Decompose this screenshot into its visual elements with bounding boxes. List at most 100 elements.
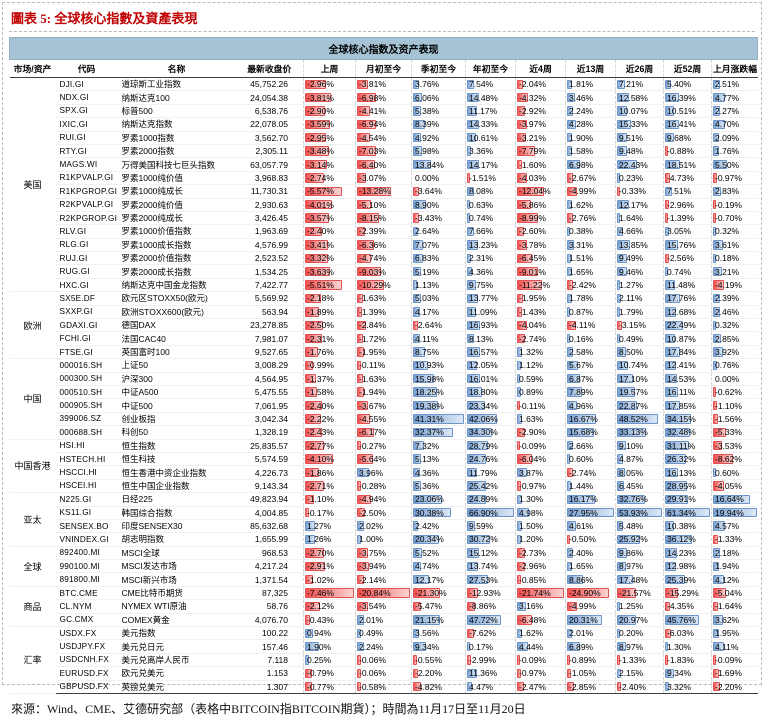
pct-value: -5.57%	[307, 186, 334, 197]
pct-cell: 11.79%	[465, 465, 516, 480]
data-bar	[413, 400, 438, 411]
ticker-code: RUG.GI	[55, 264, 118, 279]
data-bar	[617, 615, 636, 625]
pct-cell: 1.12%	[515, 358, 566, 373]
data-bar	[467, 534, 490, 545]
data-bar	[517, 360, 522, 371]
pct-cell: 0.25%	[303, 653, 356, 668]
pct-cell: -0.97%	[515, 666, 566, 681]
table-row: HSCCI.HI 恒生香港中资企业指数 4,226.73 -1.86% 3.96% 4.3…	[10, 465, 758, 480]
pct-value: 0.74%	[469, 213, 494, 224]
pct-cell: 12.58%	[615, 90, 664, 105]
pct-value: -3.21%	[519, 132, 546, 143]
column-header-row: 市场/资产 代码 名称 最新收盘价 上周 月初至今 季初至今 年初至今 近4周 近13周 近26周近…	[9, 59, 758, 78]
pct-cell: -4.32%	[515, 90, 566, 105]
data-bar	[305, 79, 326, 89]
data-bar	[567, 481, 572, 491]
data-bar	[357, 159, 375, 170]
latest-close: 7,981.07	[235, 331, 304, 346]
index-name: 恒生指数	[117, 438, 236, 453]
pct-cell: 19.38%	[411, 398, 466, 413]
pct-value: 2.27%	[715, 105, 740, 116]
data-bar	[567, 454, 571, 464]
pct-cell: -1.33%	[615, 653, 664, 668]
data-bar	[305, 333, 322, 344]
data-bar	[467, 574, 488, 585]
pct-cell: -1.39%	[663, 211, 712, 226]
pct-value: 7.21%	[619, 79, 644, 90]
pct-value: 27.53%	[469, 574, 498, 585]
pct-value: 3.16%	[519, 601, 544, 612]
pct-value: -3.67%	[359, 400, 386, 411]
data-bar	[617, 307, 621, 317]
latest-close: 63,057.79	[235, 157, 304, 172]
pct-cell: -6.40%	[355, 157, 412, 172]
pct-cell: -3.41%	[303, 238, 356, 253]
data-bar	[305, 467, 319, 478]
pct-value: 16.39%	[667, 92, 696, 103]
data-bar	[413, 588, 441, 598]
data-bar	[617, 628, 621, 638]
data-bar	[617, 655, 621, 665]
data-bar	[467, 133, 477, 143]
pct-cell: 0.94%	[303, 626, 356, 641]
pct-cell: 28.95%	[663, 479, 712, 494]
pct-cell: 34.15%	[663, 412, 712, 427]
data-bar	[305, 253, 328, 263]
data-bar	[517, 146, 536, 156]
data-bar	[305, 521, 315, 531]
table-row: RLG.GI 罗素1000成长指数 4,576.99 -3.41% -6.36% 7.07…	[10, 238, 758, 253]
pct-value: 2.18%	[715, 547, 740, 558]
pct-cell: -1.95%	[355, 345, 412, 360]
pct-cell: 31.11%	[663, 438, 712, 453]
ticker-code: GC.CMX	[55, 613, 118, 628]
pct-value: -3.43%	[415, 213, 442, 224]
ticker-code: SPX.GI	[55, 104, 118, 119]
data-bar	[665, 159, 681, 170]
data-bar	[665, 280, 676, 290]
data-bar	[665, 146, 669, 156]
data-bar	[467, 253, 471, 263]
data-bar	[467, 186, 475, 197]
pct-value: 42.06%	[469, 413, 498, 424]
pct-cell: 0.63%	[465, 198, 516, 212]
data-bar	[713, 481, 724, 491]
data-bar	[357, 266, 381, 277]
pct-value: 5.67%	[569, 360, 594, 371]
pct-value: 9.10%	[619, 440, 644, 451]
pct-value: -0.50%	[569, 534, 596, 545]
data-bar	[413, 200, 426, 210]
pct-cell: 9.59%	[465, 519, 516, 534]
pct-value: -15.29%	[667, 588, 699, 599]
pct-cell: -5.04%	[711, 585, 758, 601]
pct-cell: 8.13%	[465, 331, 516, 346]
pct-value: 17.84%	[667, 347, 696, 357]
pct-value: 25.39%	[667, 574, 696, 585]
pct-cell: -5.86%	[515, 198, 566, 212]
data-bar	[665, 615, 700, 625]
table-row: RUI.GI 罗素1000指数 3,562.70 -2.95% -4.54% 4.92% 1…	[10, 131, 758, 145]
data-bar	[713, 253, 717, 263]
data-bar	[617, 133, 627, 143]
pct-value: -7.62%	[469, 628, 496, 639]
data-bar	[517, 173, 528, 183]
pct-value: -4.32%	[519, 92, 546, 103]
pct-value: 6.06%	[415, 92, 440, 103]
data-bar	[413, 561, 421, 571]
data-bar	[567, 146, 572, 156]
data-bar	[305, 441, 325, 451]
data-bar	[357, 561, 369, 571]
data-bar	[305, 641, 319, 652]
data-bar	[413, 548, 422, 558]
pct-cell: 17.10%	[615, 372, 664, 386]
pct-cell: -0.19%	[711, 198, 758, 212]
data-bar	[617, 588, 637, 598]
pct-cell: 2.66%	[565, 438, 616, 453]
data-bar	[305, 266, 330, 277]
pct-cell: -4.99%	[565, 184, 616, 199]
pct-value: -2.42%	[569, 280, 596, 291]
data-bar	[305, 588, 354, 598]
pct-cell: 0.87%	[565, 305, 616, 320]
data-bar	[567, 320, 576, 330]
pct-cell: -11.22%	[515, 278, 566, 293]
